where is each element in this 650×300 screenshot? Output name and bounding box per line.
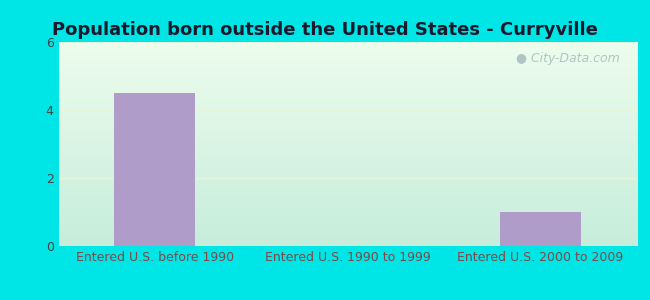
Bar bbox=[500, 212, 581, 246]
Text: ● City-Data.com: ● City-Data.com bbox=[516, 52, 619, 65]
Text: Population born outside the United States - Curryville: Population born outside the United State… bbox=[52, 21, 598, 39]
Bar bbox=[114, 93, 196, 246]
